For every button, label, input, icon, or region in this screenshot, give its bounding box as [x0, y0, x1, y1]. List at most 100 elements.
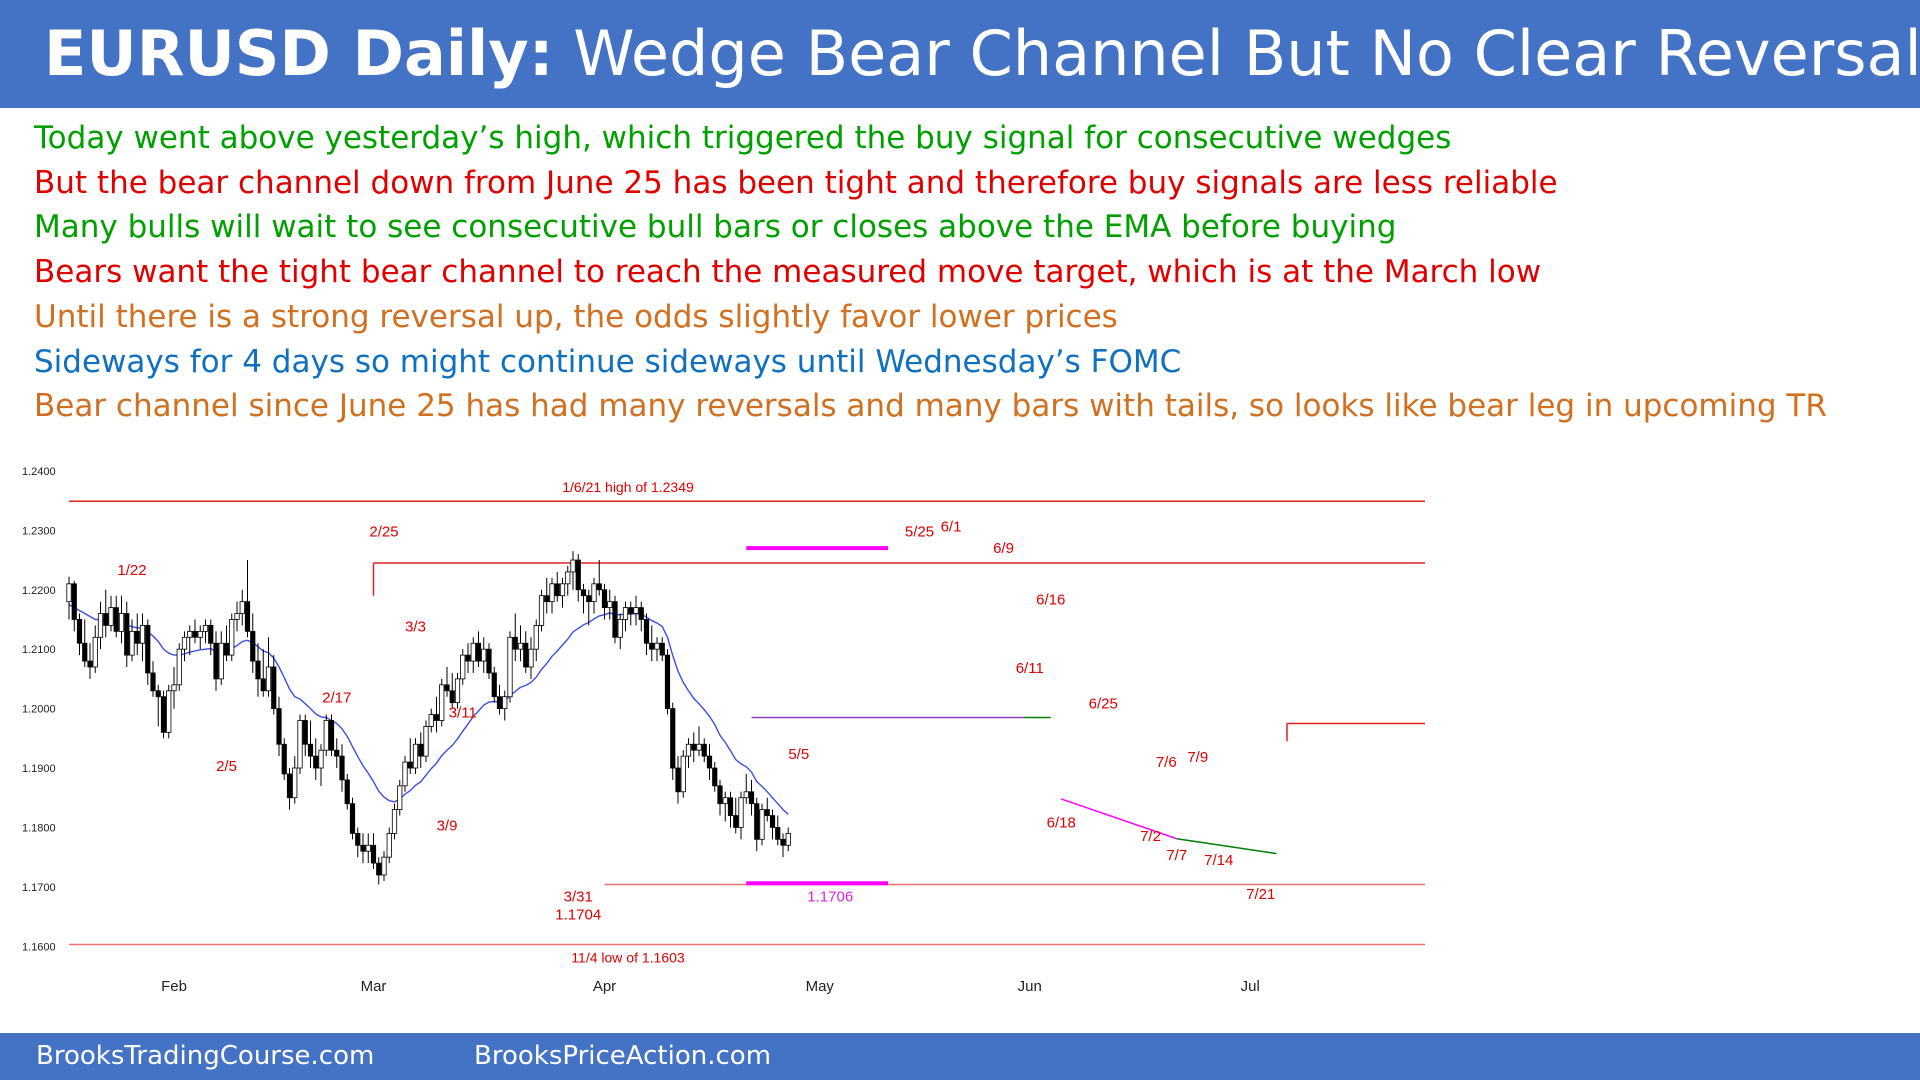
chart-annotation: 6/1 [941, 519, 962, 536]
chart-annotation: 3/3 [405, 618, 426, 635]
candle-body [538, 595, 545, 626]
candle-body [570, 559, 576, 573]
commentary-line: Bear channel since June 25 has had many … [34, 388, 1827, 425]
candle-body [344, 779, 350, 805]
chart-annotation: 2/5 [216, 758, 237, 775]
candle-body [523, 642, 529, 668]
candle-body [418, 743, 424, 757]
candle-body [255, 660, 261, 680]
candle-body [601, 589, 608, 608]
candle-body [118, 613, 125, 632]
candle-body [759, 809, 765, 840]
candle-body [785, 832, 791, 846]
candle-body [339, 755, 345, 781]
candle-body [281, 743, 287, 775]
chart-annotation: 7/2 [1140, 828, 1161, 845]
candle-body [265, 666, 272, 692]
candle-body [586, 595, 592, 603]
candle-body [349, 803, 356, 834]
candle-body [381, 856, 387, 876]
candle-body [659, 642, 665, 656]
candle-body [97, 613, 104, 638]
candle-body [680, 755, 686, 793]
candle-body [323, 720, 329, 751]
chart-annotation: 2/17 [322, 690, 351, 707]
candle-body [124, 613, 130, 656]
candle-body [575, 559, 581, 591]
candle-body [449, 690, 455, 704]
x-tick-label: Apr [593, 978, 616, 995]
y-tick-label: 1.1900 [22, 763, 56, 775]
candle-body [76, 619, 83, 644]
candle-body [649, 642, 655, 650]
price-chart: 1.2400 1.2300 1.2200 1.2100 1.2000 1.1900 1.18… [22, 466, 1425, 995]
y-tick-label: 1.2400 [22, 466, 56, 478]
candle-body [754, 803, 760, 840]
candle-body [654, 642, 660, 650]
title-symbol: EURUSD Daily: [44, 17, 554, 90]
candle-body [307, 743, 314, 757]
candle-body [696, 743, 702, 751]
candle-body [139, 625, 146, 644]
candle-body [701, 743, 707, 757]
candle-body [727, 797, 734, 816]
y-tick-label: 1.2300 [22, 525, 56, 537]
candle-body [229, 619, 235, 656]
candle-body [454, 678, 461, 704]
chart-annotation: 6/9 [993, 540, 1014, 557]
candle-body [496, 696, 503, 710]
candle-body [743, 791, 749, 799]
candle-body [129, 630, 135, 656]
candle-body [675, 767, 681, 793]
chart-annotation: 7/21 [1246, 886, 1275, 903]
chart-title: EURUSD Daily: Wedge Bear Channel But No … [44, 14, 1920, 94]
candle-body [712, 767, 718, 787]
price-level-label: 11/4 low of 1.1603 [571, 950, 685, 966]
y-tick-label: 1.2100 [22, 644, 56, 656]
candle-body [260, 678, 266, 692]
candle-body [549, 583, 555, 603]
candle-body [108, 607, 114, 626]
trendline [1061, 798, 1177, 840]
candle-body [244, 601, 251, 632]
chart-annotation: 3/11 [449, 705, 477, 722]
candle-body [365, 844, 371, 852]
candle-body [486, 648, 492, 674]
candle-body [643, 619, 650, 644]
candle-body [769, 815, 776, 828]
candle-body [113, 607, 119, 632]
chart-annotation: 3/31 [564, 889, 593, 906]
footer-link-trading-course[interactable]: BrooksTradingCourse.com [36, 1041, 375, 1071]
candle-body [82, 642, 88, 662]
y-tick-label: 1.2000 [22, 704, 56, 716]
chart-annotation: 1.1704 [555, 907, 601, 924]
commentary-line: Until there is a strong reversal up, the… [34, 298, 1118, 335]
chart-annotation: 7/14 [1204, 852, 1233, 869]
candle-body [302, 720, 308, 745]
candle-body [213, 642, 219, 680]
candle-body [103, 613, 109, 626]
candle-body [533, 625, 539, 650]
chart-annotation: 6/18 [1047, 814, 1076, 831]
x-tick-label: Jul [1241, 978, 1260, 995]
candle-body [738, 797, 744, 828]
candle-body [234, 613, 240, 620]
candle-body [160, 696, 167, 733]
commentary-line: But the bear channel down from June 25 h… [34, 164, 1558, 201]
x-tick-label: May [806, 978, 835, 995]
candle-body [87, 660, 93, 668]
chart-annotation: 6/25 [1089, 696, 1118, 713]
chart-annotation: 7/6 [1156, 754, 1177, 771]
candle-body [591, 583, 597, 603]
title-bar: EURUSD Daily: Wedge Bear Channel But No … [0, 0, 1920, 108]
candle-body [764, 809, 770, 816]
candle-body [607, 601, 613, 608]
candle-body [617, 619, 623, 638]
candle-body [197, 630, 203, 638]
commentary-line: Bears want the tight bear channel to rea… [34, 254, 1542, 291]
candle-body [638, 607, 644, 620]
y-tick-label: 1.2200 [22, 585, 56, 597]
candle-body [481, 648, 487, 662]
candle-body [92, 636, 98, 668]
footer-link-price-action[interactable]: BrooksPriceAction.com [474, 1041, 772, 1071]
